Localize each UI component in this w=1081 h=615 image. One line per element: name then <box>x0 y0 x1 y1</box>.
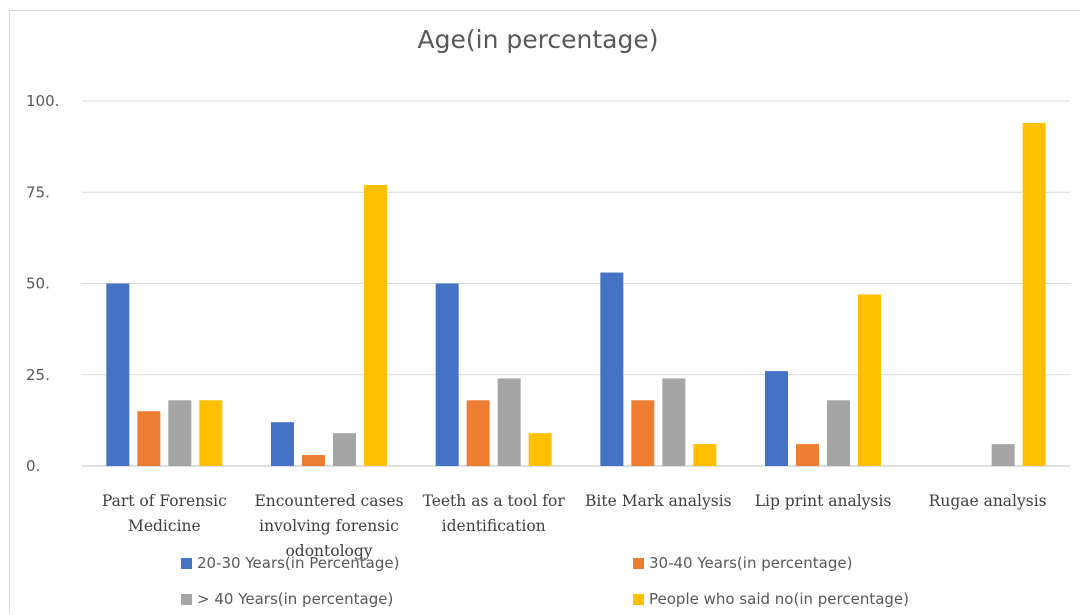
legend-swatch <box>633 558 644 569</box>
bar <box>106 283 130 466</box>
bar <box>271 422 294 466</box>
bar <box>435 283 459 466</box>
legend-item: People who said no(in percentage) <box>633 590 909 608</box>
bar <box>600 272 624 466</box>
bar <box>137 411 161 466</box>
y-tick-label: 50. <box>26 275 50 293</box>
bar <box>765 371 788 466</box>
legend-label: People who said no(in percentage) <box>649 590 909 608</box>
bar <box>497 378 521 466</box>
bar <box>1022 122 1046 467</box>
x-tick-label: Lip print analysis <box>755 492 892 510</box>
y-tick-label: 100. <box>26 92 59 110</box>
y-tick-label: 0. <box>26 457 40 475</box>
chart-title: Age(in percentage) <box>418 25 659 54</box>
bar <box>528 433 552 466</box>
x-tick-label: Rugae analysis <box>929 492 1047 510</box>
y-tick-label: 25. <box>26 366 50 384</box>
bar <box>302 455 325 466</box>
legend-swatch <box>181 594 192 605</box>
bar <box>858 294 881 466</box>
bar <box>466 400 490 466</box>
bar <box>662 378 686 466</box>
legend-label: 30-40 Years(in percentage) <box>649 554 852 572</box>
bars <box>106 122 1046 467</box>
legend-item: 30-40 Years(in percentage) <box>633 554 852 572</box>
x-axis-labels: Part of Forensic Medicine Encountered case… <box>102 492 1047 560</box>
legend-item: > 40 Years(in percentage) <box>181 590 393 608</box>
bar <box>796 444 819 466</box>
bar <box>333 433 356 466</box>
legend-item: 20-30 Years(in Percentage) <box>181 554 399 572</box>
x-tick-label: Encountered cases involving forensic odont… <box>254 492 403 560</box>
legend: 20-30 Years(in Percentage) 30-40 Years(in… <box>181 554 909 608</box>
legend-label: 20-30 Years(in Percentage) <box>197 554 399 572</box>
y-axis-ticks: 0. 25. 50. 75. 100. <box>26 92 59 475</box>
legend-label: > 40 Years(in percentage) <box>197 590 393 608</box>
y-tick-label: 75. <box>26 183 50 201</box>
bar <box>199 400 223 466</box>
chart-frame <box>9 10 1080 614</box>
x-tick-label: Teeth as a tool for identification <box>423 492 566 535</box>
bar <box>168 400 192 466</box>
bar <box>827 400 850 466</box>
bar <box>693 444 717 466</box>
gridlines <box>82 100 1070 467</box>
legend-swatch <box>181 558 192 569</box>
bar <box>631 400 655 466</box>
x-tick-label: Bite Mark analysis <box>585 492 732 510</box>
bar <box>991 444 1015 466</box>
legend-swatch <box>633 594 644 605</box>
bar <box>364 184 387 466</box>
x-tick-label: Part of Forensic Medicine <box>102 492 227 535</box>
